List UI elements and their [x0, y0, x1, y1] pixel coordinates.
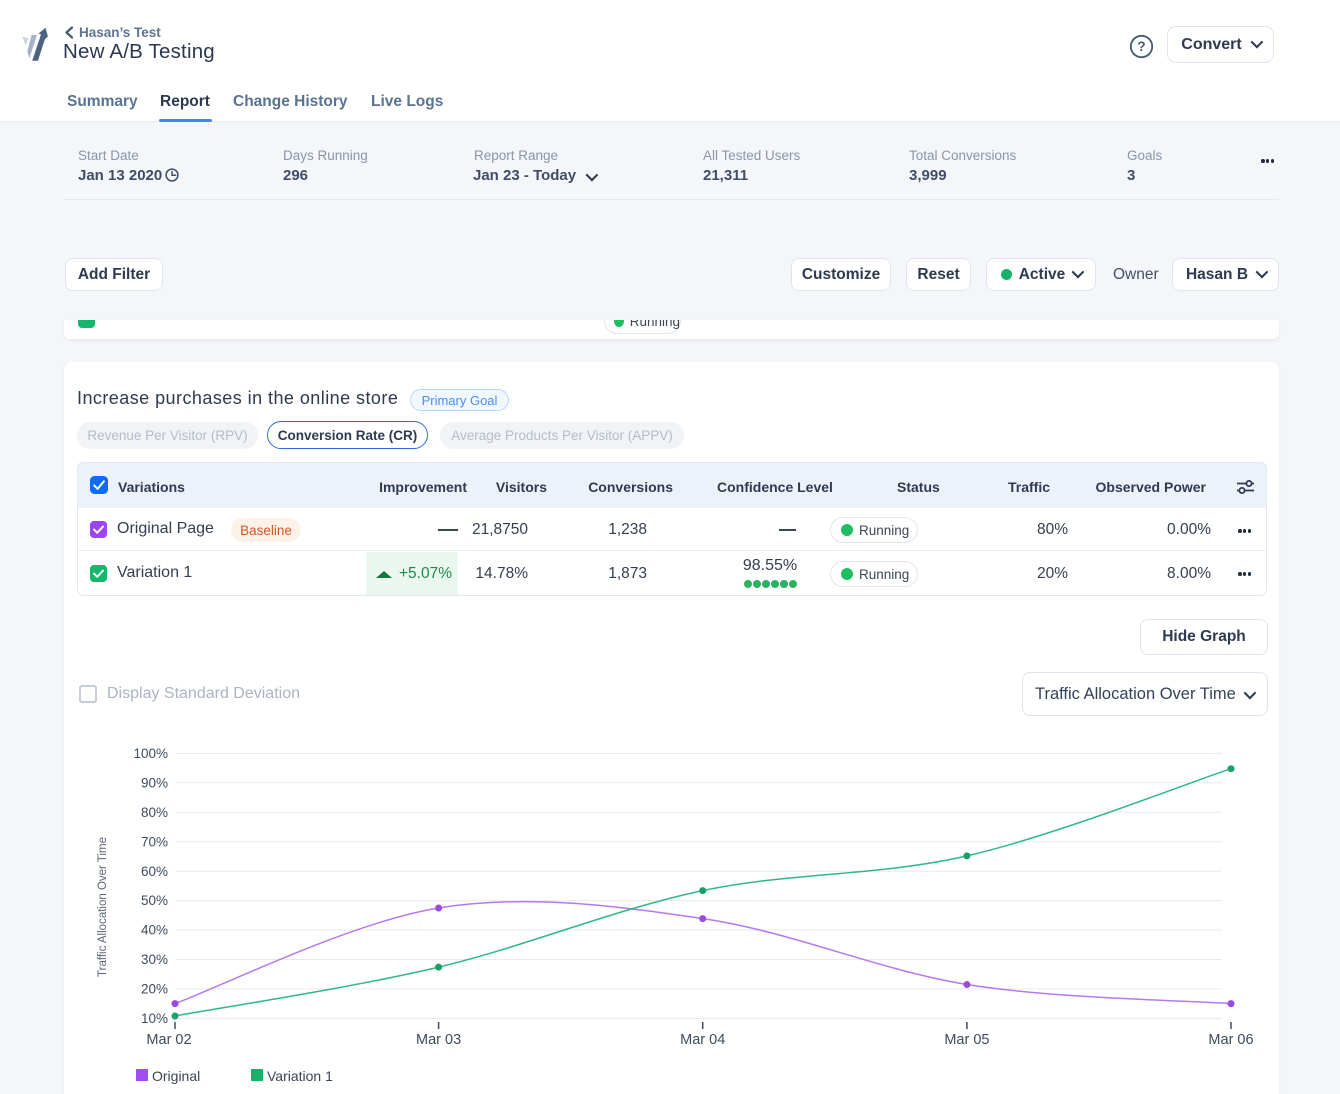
svg-text:100%: 100% [133, 746, 168, 761]
svg-text:Mar 02: Mar 02 [146, 1032, 191, 1048]
svg-text:Traffic Allocation Over Time: Traffic Allocation Over Time [97, 837, 109, 977]
svg-text:Mar 06: Mar 06 [1208, 1032, 1253, 1048]
svg-text:70%: 70% [141, 834, 168, 849]
svg-text:Mar 05: Mar 05 [944, 1032, 989, 1048]
svg-text:?: ? [1137, 39, 1145, 54]
svg-text:90%: 90% [141, 775, 168, 790]
svg-text:80%: 80% [141, 805, 168, 820]
svg-text:60%: 60% [141, 864, 168, 879]
svg-text:10%: 10% [141, 1011, 168, 1026]
svg-text:Mar 04: Mar 04 [680, 1032, 725, 1048]
svg-text:50%: 50% [141, 893, 168, 908]
svg-text:20%: 20% [141, 982, 168, 997]
svg-text:Mar 03: Mar 03 [416, 1032, 461, 1048]
svg-text:40%: 40% [141, 923, 168, 938]
svg-text:30%: 30% [141, 952, 168, 967]
